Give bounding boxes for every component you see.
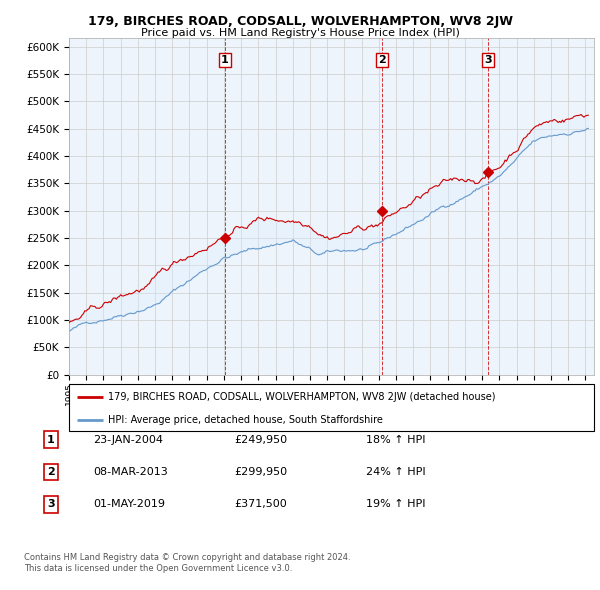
Text: 24% ↑ HPI: 24% ↑ HPI xyxy=(366,467,425,477)
Text: 18% ↑ HPI: 18% ↑ HPI xyxy=(366,435,425,444)
Text: 19% ↑ HPI: 19% ↑ HPI xyxy=(366,500,425,509)
Text: 2: 2 xyxy=(378,55,386,65)
Text: 01-MAY-2019: 01-MAY-2019 xyxy=(93,500,165,509)
Text: 179, BIRCHES ROAD, CODSALL, WOLVERHAMPTON, WV8 2JW: 179, BIRCHES ROAD, CODSALL, WOLVERHAMPTO… xyxy=(88,15,512,28)
Text: 2: 2 xyxy=(47,467,55,477)
Text: Contains HM Land Registry data © Crown copyright and database right 2024.: Contains HM Land Registry data © Crown c… xyxy=(24,553,350,562)
Text: 08-MAR-2013: 08-MAR-2013 xyxy=(93,467,168,477)
Text: 3: 3 xyxy=(484,55,491,65)
Text: 179, BIRCHES ROAD, CODSALL, WOLVERHAMPTON, WV8 2JW (detached house): 179, BIRCHES ROAD, CODSALL, WOLVERHAMPTO… xyxy=(109,392,496,402)
Text: 1: 1 xyxy=(221,55,229,65)
FancyBboxPatch shape xyxy=(69,384,594,431)
Text: £249,950: £249,950 xyxy=(234,435,287,444)
Text: 23-JAN-2004: 23-JAN-2004 xyxy=(93,435,163,444)
Text: 1: 1 xyxy=(47,435,55,444)
Text: Price paid vs. HM Land Registry's House Price Index (HPI): Price paid vs. HM Land Registry's House … xyxy=(140,28,460,38)
Text: This data is licensed under the Open Government Licence v3.0.: This data is licensed under the Open Gov… xyxy=(24,565,292,573)
Text: HPI: Average price, detached house, South Staffordshire: HPI: Average price, detached house, Sout… xyxy=(109,415,383,425)
Text: 3: 3 xyxy=(47,500,55,509)
Text: £371,500: £371,500 xyxy=(234,500,287,509)
Text: £299,950: £299,950 xyxy=(234,467,287,477)
